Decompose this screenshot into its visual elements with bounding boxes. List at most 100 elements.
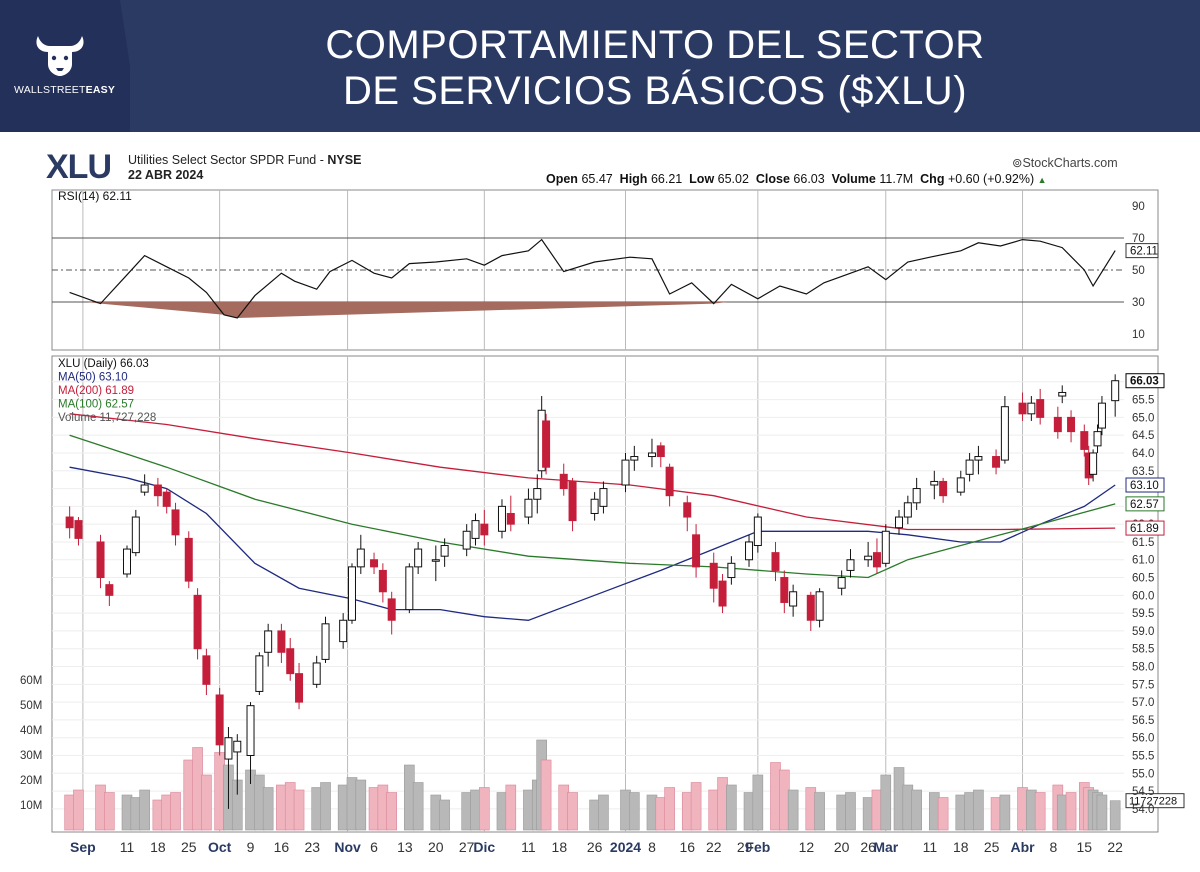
volume-bar	[999, 794, 1011, 831]
volume-bar	[836, 794, 847, 831]
x-axis-label: 26	[860, 839, 876, 855]
x-axis-label: Nov	[334, 839, 361, 855]
candle-body	[295, 673, 304, 703]
x-axis-label: 22	[706, 839, 722, 855]
candle-body	[753, 516, 762, 547]
candle-body	[647, 452, 656, 458]
x-axis-label: 8	[648, 839, 656, 855]
volume-bar	[1096, 794, 1108, 831]
volume-bar	[681, 792, 693, 831]
candle-body	[939, 480, 948, 497]
candle-body	[930, 480, 939, 486]
volume-bar	[95, 784, 106, 831]
candle-body	[471, 520, 480, 539]
candle-body	[789, 591, 798, 607]
candle-body	[881, 530, 890, 564]
legends: RSI(14) 62.11 XLU (Daily) 66.03 MA(50) 63.…	[58, 189, 156, 424]
candle-body	[264, 630, 273, 653]
volume-bar	[404, 764, 415, 831]
volume-tick-label: 40M	[20, 725, 42, 737]
price-tick-label: 60.0	[1132, 590, 1154, 602]
volume-bar	[201, 774, 212, 831]
volume-value-label: 11727228	[1129, 796, 1177, 808]
volume-bar	[1017, 787, 1028, 831]
candle-body	[414, 548, 423, 568]
volume-bar	[955, 794, 967, 831]
volume-bar	[355, 779, 367, 831]
volume-bar	[152, 799, 164, 831]
volume-bar	[170, 792, 181, 831]
rsi-tick-label: 90	[1132, 201, 1145, 213]
candle-body	[709, 562, 718, 589]
candle-body	[524, 498, 533, 518]
price-tick-label: 58.5	[1132, 644, 1154, 656]
page-title: COMPORTAMIENTO DEL SECTOR DE SERVICIOS B…	[150, 22, 1160, 114]
volume-bar	[412, 782, 424, 831]
x-axis-label: 8	[1050, 839, 1058, 855]
volume-bar	[880, 774, 892, 831]
x-axis-label: Feb	[745, 839, 770, 855]
candle-body	[621, 459, 630, 486]
candle-body	[1053, 416, 1062, 433]
volume-bar	[567, 792, 578, 831]
volume-bar	[262, 787, 274, 831]
candle-body	[405, 566, 414, 611]
price-tick-label: 54.5	[1132, 786, 1154, 798]
price-tick-label: 55.0	[1132, 768, 1154, 780]
candle-body	[312, 662, 321, 685]
candle-body	[1093, 431, 1102, 447]
x-axis-label: 18	[953, 839, 969, 855]
volume-bar	[214, 752, 225, 831]
candle-body	[277, 630, 286, 653]
volume-bar	[479, 787, 490, 831]
x-axis-label: 26	[587, 839, 603, 855]
price-tick-label: 55.5	[1132, 750, 1154, 762]
volume-bar	[293, 789, 305, 831]
candle-body	[370, 559, 379, 568]
candle-body	[1027, 402, 1036, 415]
candle-body	[162, 491, 171, 507]
candlesticks	[65, 374, 1120, 809]
candle-body	[992, 456, 1001, 468]
rsi-tick-label: 50	[1132, 265, 1145, 277]
price-tick-label: 59.5	[1132, 608, 1154, 620]
candle-body	[431, 559, 440, 562]
volume-bar	[964, 792, 975, 831]
x-axis-label: 9	[247, 839, 255, 855]
x-axis-label: 2024	[610, 839, 641, 855]
rsi-tick-label: 10	[1132, 329, 1145, 341]
price-marker-label: 61.89	[1130, 523, 1159, 535]
volume-bar	[192, 747, 203, 831]
candle-body	[440, 545, 449, 557]
candle-body	[745, 541, 754, 561]
volume-bar	[505, 784, 517, 831]
x-axis-label: Abr	[1010, 839, 1035, 855]
candle-body	[1067, 416, 1076, 433]
title-line-2: DE SERVICIOS BÁSICOS ($XLU)	[342, 69, 968, 113]
candle-body	[568, 480, 577, 522]
volume-bar	[64, 794, 75, 831]
candle-body	[1036, 399, 1045, 418]
candle-body	[224, 737, 233, 760]
price-legend-entry: XLU (Daily) 66.03	[58, 358, 149, 370]
volume-bar	[893, 767, 905, 831]
volume-bar	[1034, 792, 1046, 831]
candle-body	[1089, 452, 1098, 475]
banner: WALLSTREETEASY COMPORTAMIENTO DEL SECTOR…	[0, 0, 1200, 132]
volume-tick-label: 30M	[20, 750, 42, 762]
price-tick-label: 54.0	[1132, 804, 1154, 816]
candle-body	[974, 456, 983, 461]
candle-body	[630, 456, 639, 461]
rsi-panel: 62.11	[52, 237, 1159, 319]
candle-body	[1058, 391, 1067, 397]
ohlc-summary: Open 65.47 High 66.21 Low 65.02 Close 66…	[546, 172, 1047, 186]
volume-bar	[1109, 800, 1121, 831]
volume-bar	[770, 762, 781, 831]
volume-tick-label: 60M	[20, 675, 42, 687]
candle-body	[347, 566, 356, 621]
volume-tick-label: 10M	[20, 800, 42, 812]
candle-body	[378, 569, 387, 593]
candle-body	[1000, 406, 1009, 461]
volume-bar	[690, 782, 702, 831]
candle-body	[665, 466, 674, 497]
